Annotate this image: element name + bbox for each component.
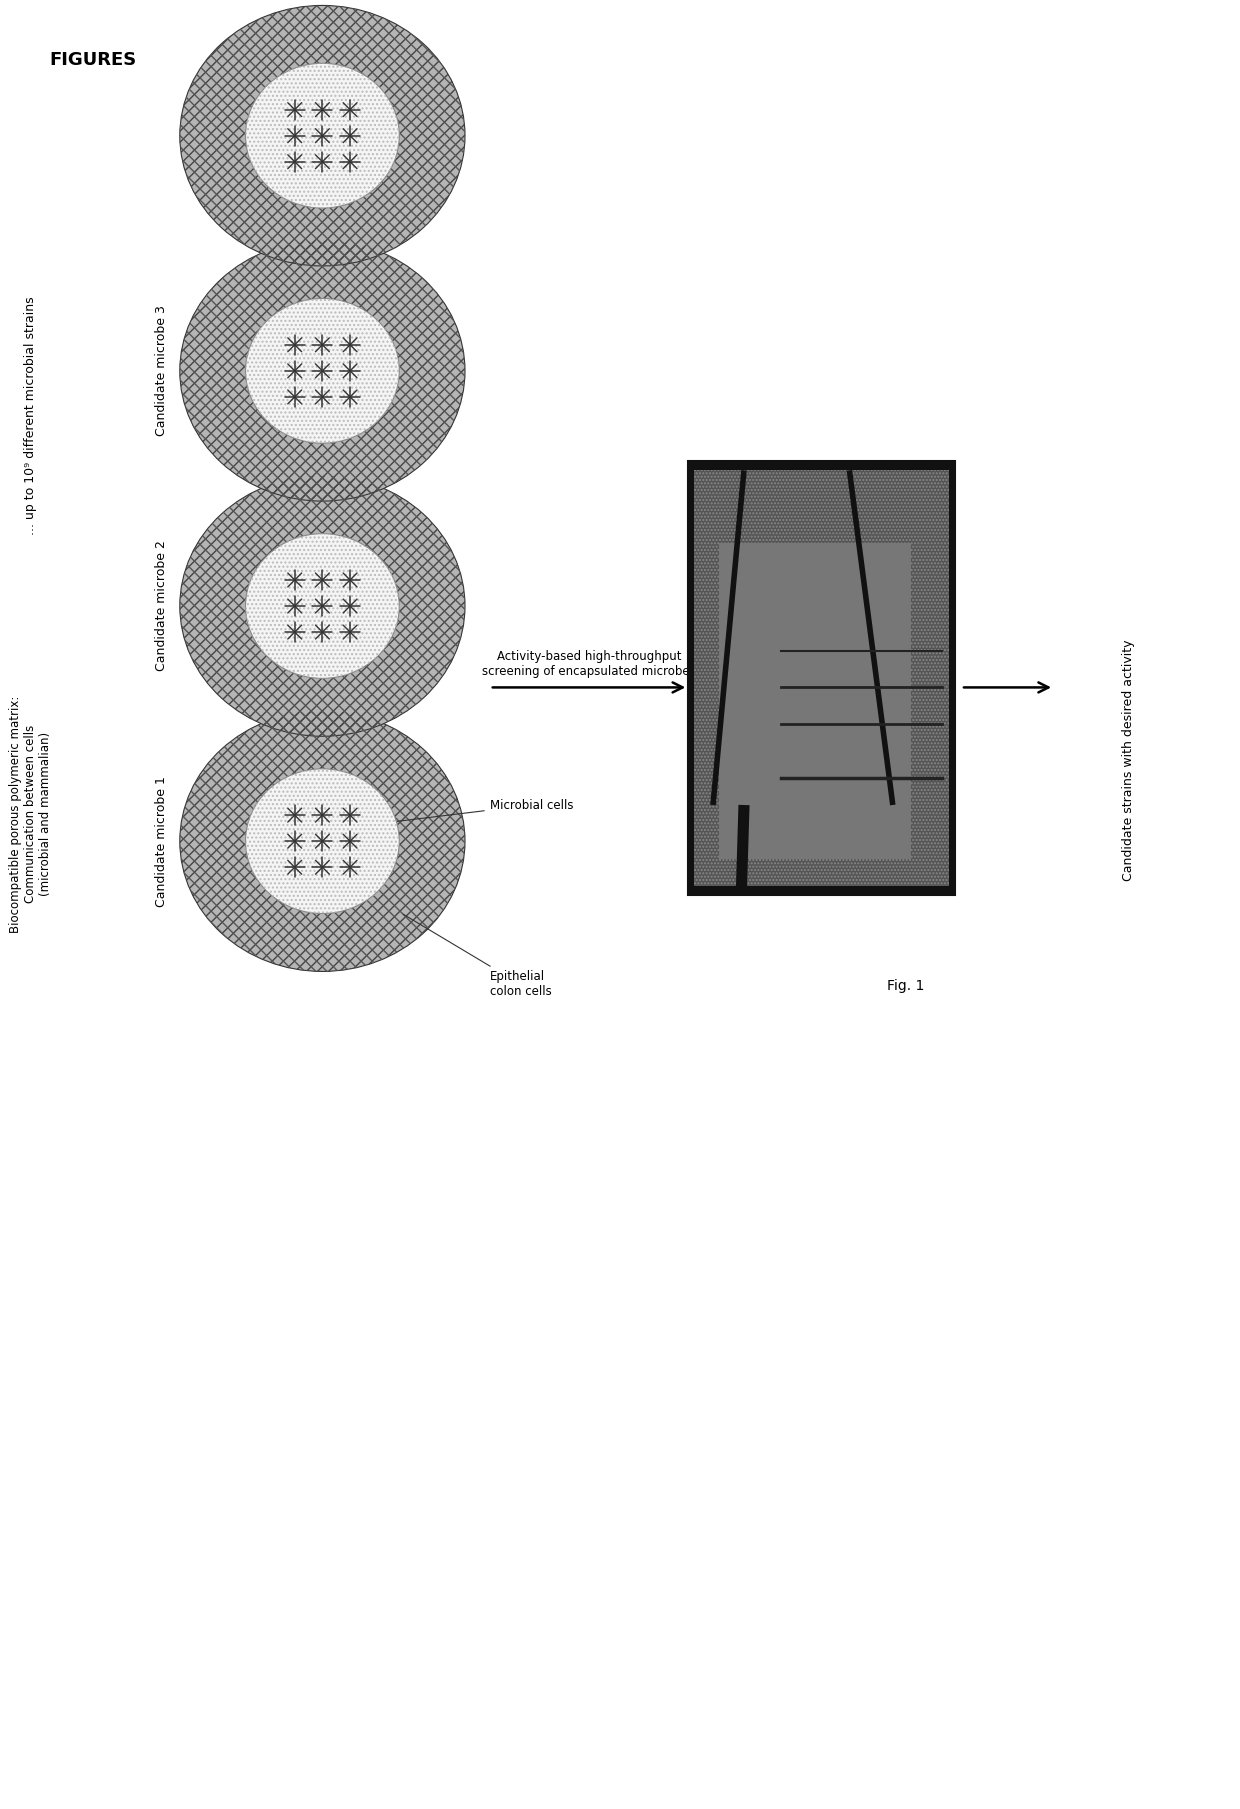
Text: Microbial cells: Microbial cells [356,798,573,827]
Text: Fig. 1: Fig. 1 [887,979,924,993]
Bar [694,470,949,886]
Ellipse shape [246,298,399,443]
Text: Candidate microbe 1: Candidate microbe 1 [155,776,167,906]
Ellipse shape [180,711,465,971]
Text: Epithelial
colon cells: Epithelial colon cells [403,914,552,999]
Text: Candidate microbe 2: Candidate microbe 2 [155,541,167,671]
Text: Activity-based high-throughput
screening of encapsulated microbes: Activity-based high-throughput screening… [482,651,696,678]
Ellipse shape [246,534,399,678]
Ellipse shape [246,63,399,208]
Ellipse shape [180,476,465,736]
Ellipse shape [246,769,399,914]
Text: FIGURES: FIGURES [50,51,136,69]
Bar [688,461,955,895]
Text: ... up to 10⁹ different microbial strains: ... up to 10⁹ different microbial strain… [25,297,37,535]
Text: Candidate microbe 3: Candidate microbe 3 [155,306,167,436]
Bar [719,543,911,859]
Bar [694,470,949,886]
Ellipse shape [180,5,465,266]
Ellipse shape [180,241,465,501]
Text: Candidate strains with desired activity: Candidate strains with desired activity [1122,639,1135,881]
Text: Biocompatible porous polymeric matrix:
Communication between cells
(microbial an: Biocompatible porous polymeric matrix: C… [10,695,52,933]
